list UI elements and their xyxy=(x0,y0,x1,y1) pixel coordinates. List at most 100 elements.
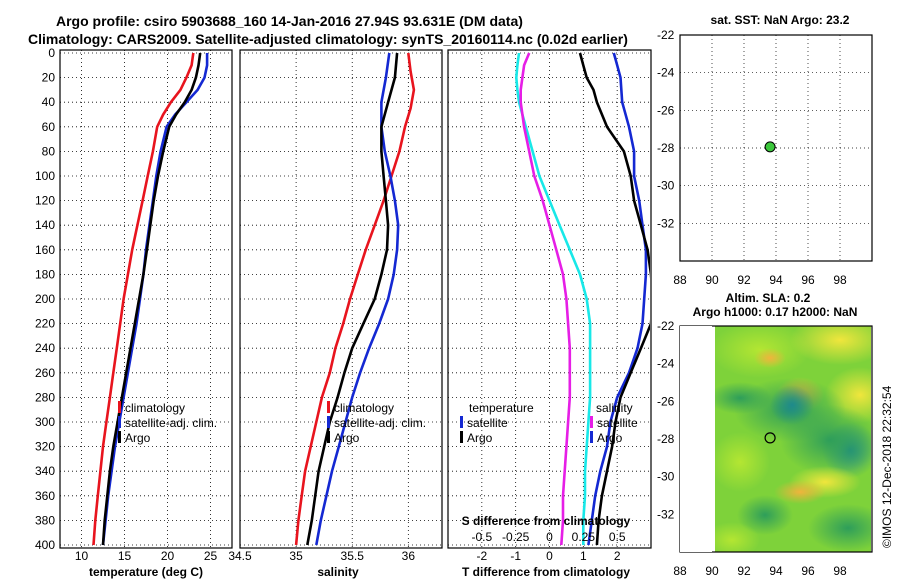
argo-float-marker xyxy=(764,432,776,444)
salinity-tick-label: 35.5 xyxy=(341,549,365,563)
t-difference-tick-label: 2 xyxy=(614,549,621,563)
legend-swatch-temp-satellite xyxy=(460,416,463,428)
s-difference-tick-label: 0 xyxy=(546,530,553,544)
legend-swatch-temp-argo xyxy=(460,431,463,443)
t-difference-tick-label: -1 xyxy=(510,549,521,563)
legend-label-climatology: climatology xyxy=(334,401,394,415)
series-line-argo xyxy=(306,52,399,546)
salinity-series xyxy=(294,52,416,546)
legend-swatch-argo xyxy=(118,431,121,443)
sla-longitude-label: 92 xyxy=(737,564,751,578)
temperature-legend: climatology satellite-adj. clim. Argo xyxy=(118,401,217,445)
depth-tick-label: 120 xyxy=(35,194,55,208)
sst-latitude-label: -22 xyxy=(657,28,675,42)
sla-map-longitude-labels: 88 90 92 94 96 98 xyxy=(673,564,847,578)
legend-label-satellite: satellite-adj. clim. xyxy=(125,416,217,430)
legend-swatch-argo xyxy=(327,431,330,443)
sla-no-data-area xyxy=(680,326,712,552)
depth-tick-labels: 0 20 40 60 80 100 120 140 160 180 200 220 240 260 280 3… xyxy=(35,46,55,552)
sla-map-title: Altim. SLA: 0.2 xyxy=(726,291,811,305)
difference-legend: temperature satellite Argo salinity sate… xyxy=(460,401,638,445)
depth-tick-label: 360 xyxy=(35,489,55,503)
legend-swatch-climatology xyxy=(118,401,121,413)
sst-latitude-label: -26 xyxy=(657,103,675,117)
sst-latitude-label: -32 xyxy=(657,216,675,230)
legend-label-argo: Argo xyxy=(334,431,360,445)
sla-latitude-label: -22 xyxy=(657,319,675,333)
series-line-climatology xyxy=(294,52,416,546)
depth-tick-label: 260 xyxy=(35,366,55,380)
s-difference-tick-label: -0.25 xyxy=(502,530,530,544)
temperature-panel: 0 20 40 60 80 100 120 140 160 180 200 220 240 260 280 3… xyxy=(35,46,233,579)
t-difference-tick-labels: -2 -1 0 1 2 xyxy=(476,549,620,563)
sla-blob xyxy=(808,504,871,552)
depth-tick-label: 140 xyxy=(35,218,55,232)
salinity-tick-label: 35 xyxy=(289,549,303,563)
depth-tick-label: 380 xyxy=(35,513,55,527)
depth-tick-label: 300 xyxy=(35,415,55,429)
legend-label-argo: Argo xyxy=(125,431,151,445)
sst-map-panel: sat. SST: NaN Argo: 23.2 88 90 92 94 96 98 xyxy=(673,13,873,287)
temperature-tick-label: 20 xyxy=(161,549,175,563)
series-line-salinity-argo xyxy=(587,52,648,546)
legend-title-salinity: salinity xyxy=(596,401,633,415)
sla-blob xyxy=(790,326,871,365)
series-line-argo xyxy=(101,52,202,546)
sla-blob xyxy=(715,522,760,552)
sst-longitude-label: 88 xyxy=(673,273,687,287)
legend-label-climatology: climatology xyxy=(125,401,185,415)
sla-longitude-label: 94 xyxy=(769,564,783,578)
series-line-temperature-satellite xyxy=(519,52,572,546)
sla-map-panel: Altim. SLA: 0.2 Argo h1000: 0.17 h2000: … xyxy=(673,291,873,578)
argo-float-marker xyxy=(764,141,776,153)
sst-map-grid xyxy=(679,34,872,261)
t-difference-axis-label: T difference from climatology xyxy=(462,565,630,579)
depth-tick-label: 400 xyxy=(35,538,55,552)
salinity-tick-label: 36 xyxy=(402,549,416,563)
figure-title-line2: Climatology: CARS2009. Satellite-adjuste… xyxy=(28,31,628,47)
depth-tick-label: 220 xyxy=(35,317,55,331)
legend-swatch-sal-argo xyxy=(590,431,593,443)
difference-right-latitude-labels: -22 -24 -26 -28 -30 -32 -22 -24 -26 -28 -30 -32 xyxy=(657,28,675,521)
sla-map-subtitle: Argo h1000: 0.17 h2000: NaN xyxy=(693,305,858,319)
difference-grid xyxy=(448,50,651,548)
depth-tick-label: 340 xyxy=(35,464,55,478)
salinity-panel: 34.5 35 35.5 36 salinity climatology satell… xyxy=(228,49,443,579)
depth-tick-label: 20 xyxy=(42,71,56,85)
difference-series xyxy=(514,52,650,546)
difference-panel: -2 -1 0 1 2 -0.5 -0.25 0 0.25 0.5 S difference f… xyxy=(447,49,652,579)
legend-swatch-satellite xyxy=(118,416,121,428)
s-difference-tick-label: 0.25 xyxy=(572,530,596,544)
sla-heatmap xyxy=(715,326,871,552)
temperature-axis-label: temperature (deg C) xyxy=(89,565,203,579)
depth-tick-label: 200 xyxy=(35,292,55,306)
salinity-axis-label: salinity xyxy=(317,565,359,579)
sst-map-longitude-labels: 88 90 92 94 96 98 xyxy=(673,273,847,287)
temperature-axes-box xyxy=(59,49,233,549)
sst-latitude-label: -28 xyxy=(657,141,675,155)
t-difference-tick-label: 0 xyxy=(546,549,553,563)
sla-longitude-label: 98 xyxy=(833,564,847,578)
temperature-tick-label: 15 xyxy=(118,549,132,563)
sla-longitude-label: 96 xyxy=(801,564,815,578)
series-line-temperature-argo xyxy=(578,52,650,546)
sla-longitude-label: 88 xyxy=(673,564,687,578)
imos-watermark: ©IMOS 12-Dec-2018 22:32:54 xyxy=(880,385,894,548)
temperature-tick-labels: 10 15 20 25 xyxy=(75,549,218,563)
difference-axes-box xyxy=(447,49,652,549)
sst-longitude-label: 90 xyxy=(705,273,719,287)
sst-map-title: sat. SST: NaN Argo: 23.2 xyxy=(711,13,850,27)
sla-blob xyxy=(737,495,793,535)
sst-map-axes-box xyxy=(679,34,873,262)
figure-title-line1: Argo profile: csiro 5903688_160 14-Jan-2… xyxy=(56,13,523,29)
salinity-legend: climatology satellite-adj. clim. Argo xyxy=(327,401,426,445)
s-difference-axis-label: S difference from climatology xyxy=(462,514,631,528)
s-difference-tick-labels: -0.5 -0.25 0 0.25 0.5 xyxy=(471,530,625,544)
sst-longitude-label: 98 xyxy=(833,273,847,287)
sla-blob xyxy=(774,480,826,504)
sla-blob xyxy=(715,432,770,492)
depth-tick-label: 160 xyxy=(35,243,55,257)
temperature-series xyxy=(92,52,209,546)
